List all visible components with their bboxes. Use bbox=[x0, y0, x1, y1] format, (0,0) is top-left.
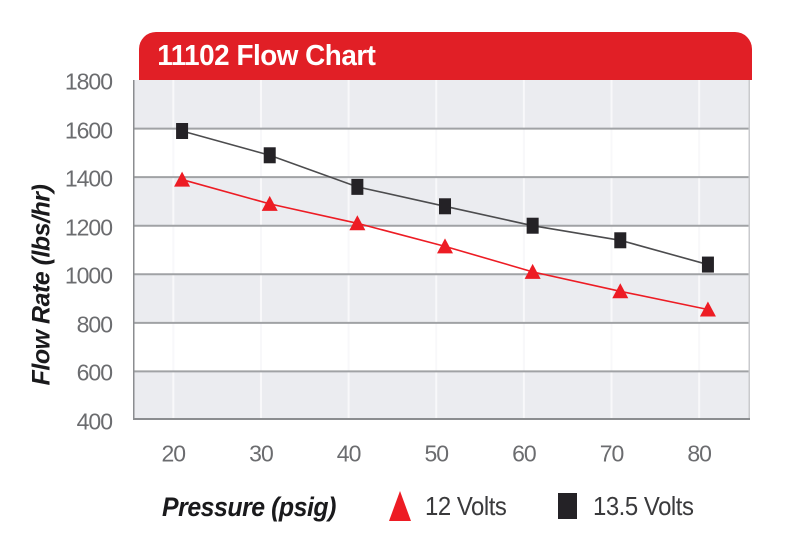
triangle-marker-shape bbox=[389, 491, 411, 521]
x-tick-label: 40 bbox=[336, 440, 362, 467]
x-tick-label: 70 bbox=[599, 440, 625, 467]
square-marker-shape bbox=[558, 493, 577, 519]
series-marker-12-volts bbox=[349, 215, 366, 231]
x-tick-label: 50 bbox=[424, 440, 449, 467]
plot-band bbox=[133, 80, 750, 129]
y-tick-label: 600 bbox=[76, 359, 113, 386]
x-tick-label: 20 bbox=[161, 440, 187, 467]
series-marker-13-5-volts bbox=[701, 256, 714, 273]
series-marker-13-5-volts bbox=[526, 217, 539, 234]
square-marker-icon bbox=[558, 493, 577, 519]
x-tick-label: 80 bbox=[687, 440, 712, 467]
series-marker-12-volts bbox=[524, 263, 541, 279]
series-marker-13-5-volts bbox=[176, 123, 189, 139]
y-tick-label: 1400 bbox=[64, 165, 113, 192]
y-tick-label: 1600 bbox=[64, 117, 113, 144]
y-tick-label: 400 bbox=[76, 408, 113, 435]
legend-item-12-volts: 12 Volts bbox=[388, 488, 514, 524]
plot-band bbox=[133, 128, 750, 178]
plot-band bbox=[133, 322, 750, 372]
legend-label: 13.5 Volts bbox=[593, 490, 694, 521]
triangle-marker-icon bbox=[389, 491, 411, 521]
plot-band bbox=[133, 274, 750, 323]
plot-area bbox=[133, 80, 750, 420]
plot-band bbox=[133, 371, 750, 420]
series-marker-13-5-volts bbox=[351, 178, 364, 195]
legend-item-13-5-volts: 13.5 Volts bbox=[556, 488, 702, 524]
x-axis-label: Pressure (psig) bbox=[162, 492, 336, 522]
series-marker-13-5-volts bbox=[263, 147, 276, 164]
x-tick-label: 60 bbox=[512, 440, 537, 467]
series-marker-12-volts bbox=[261, 195, 278, 211]
chart-title: 11102 Flow Chart bbox=[157, 39, 376, 72]
y-tick-label: 1200 bbox=[64, 214, 113, 241]
series-marker-12-volts bbox=[612, 283, 629, 299]
series-marker-12-volts bbox=[699, 301, 716, 317]
series-marker-12-volts bbox=[437, 238, 454, 254]
chart-canvas bbox=[133, 80, 750, 420]
legend-label: 12 Volts bbox=[425, 490, 507, 521]
x-tick-label: 30 bbox=[249, 440, 274, 467]
series-marker-13-5-volts bbox=[614, 232, 627, 249]
chart-title-bar: 11102 Flow Chart bbox=[139, 32, 752, 80]
y-tick-label: 1000 bbox=[64, 262, 113, 289]
y-tick-label: 800 bbox=[76, 311, 113, 338]
series-marker-13-5-volts bbox=[439, 198, 452, 215]
y-tick-label: 1800 bbox=[64, 68, 113, 95]
series-marker-12-volts bbox=[174, 171, 191, 187]
